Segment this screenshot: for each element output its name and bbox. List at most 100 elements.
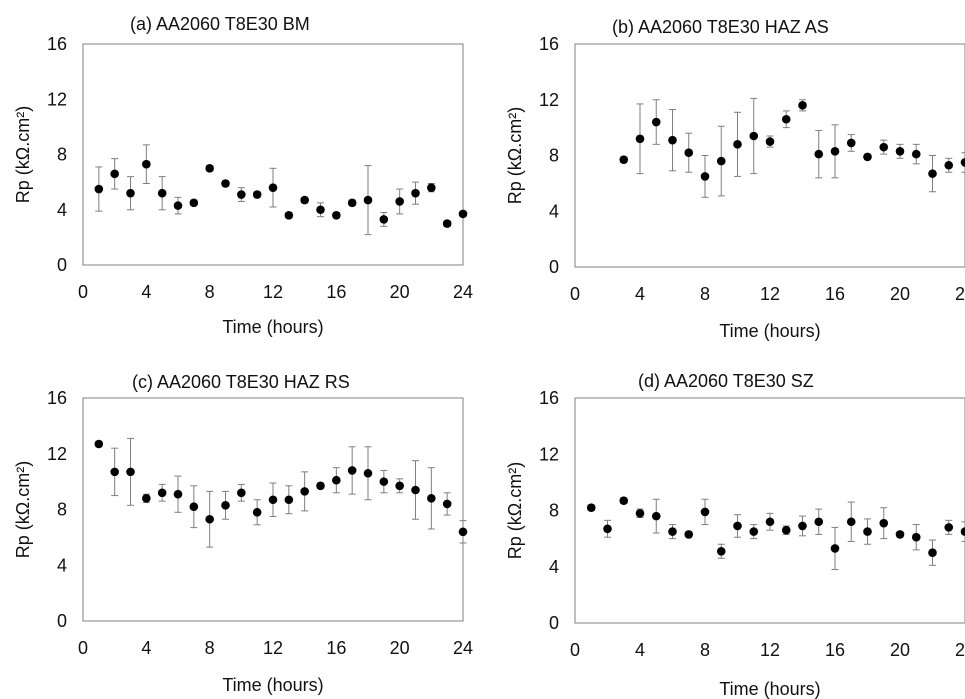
- panel-sz-data-point: [781, 525, 791, 535]
- panel-bm-xtick-label: 8: [205, 282, 215, 302]
- panel-bm-data-point: [189, 198, 199, 208]
- panel-haz-rs-data-point: [205, 514, 214, 524]
- panel-sz-x-axis-label: Time (hours): [719, 679, 820, 699]
- panel-sz-plot-area: [574, 397, 965, 624]
- panel-haz-rs-ytick-label: 16: [47, 388, 67, 408]
- panel-haz-rs-xtick-label: 8: [205, 638, 215, 658]
- panel-haz-rs-data-point: [189, 502, 199, 512]
- panel-haz-rs-data-point: [427, 494, 436, 503]
- panel-haz-as-data-point: [733, 140, 742, 149]
- panel-bm-xtick-label: 16: [326, 282, 346, 302]
- panel-sz-xtick-label: 20: [890, 640, 910, 660]
- panel-bm-data-point: [221, 179, 230, 188]
- panel-sz-data-point: [716, 546, 726, 556]
- panel-haz-rs-data-point: [157, 488, 167, 498]
- panel-haz-as-data-point: [668, 135, 677, 145]
- panel-haz-as-data-point: [928, 169, 937, 178]
- panel-haz-rs-data-point: [300, 487, 309, 496]
- panel-sz-ytick-label: 8: [549, 501, 559, 521]
- panel-sz-xtick-label: 12: [760, 640, 780, 660]
- panel-haz-rs-xtick-label: 12: [263, 638, 283, 658]
- panel-haz-as: (b) AA2060 T8E30 HAZ AS 0 4 8 12 16 0 4 8 12 16 20 2…: [505, 17, 965, 341]
- panel-haz-rs-data-point: [395, 481, 404, 491]
- panel-haz-rs-ytick-label: 8: [57, 500, 67, 520]
- panel-haz-rs-data-point: [411, 485, 420, 495]
- panel-haz-rs-data-point: [458, 527, 468, 537]
- panel-sz-data-point: [684, 530, 694, 539]
- panel-bm-data-point: [442, 219, 452, 228]
- panel-bm-data-point: [157, 188, 167, 198]
- panel-bm-ytick-label: 0: [57, 255, 67, 275]
- panel-haz-as-data-point: [716, 156, 726, 166]
- panel-sz-data-point: [960, 527, 965, 536]
- panel-sz-data-point: [846, 517, 856, 527]
- panel-sz-data-point: [619, 496, 629, 505]
- panel-haz-rs-data-point: [252, 507, 262, 517]
- panel-bm-data-point: [300, 195, 309, 205]
- panel-bm-data-point: [94, 184, 104, 194]
- panel-bm-data-point: [205, 164, 214, 173]
- panel-haz-as-data-point: [635, 134, 645, 144]
- panel-sz-data-point: [911, 532, 921, 542]
- panel-haz-rs-data-point: [316, 481, 325, 491]
- panel-haz-as-data-point: [846, 138, 856, 148]
- panel-sz-data-point: [798, 521, 807, 531]
- panel-haz-rs-xtick-label: 24: [453, 638, 473, 658]
- panel-haz-rs-xtick-label: 0: [78, 638, 88, 658]
- panel-haz-as-data-point: [863, 152, 872, 162]
- panel-sz-data-point: [863, 527, 872, 536]
- panel-haz-as-y-axis-label: Rp (kΩ.cm²): [505, 107, 525, 204]
- panel-sz-data-point: [651, 511, 661, 521]
- panel-sz-title: (d) AA2060 T8E30 SZ: [638, 371, 814, 391]
- panel-haz-rs-data-point: [221, 501, 230, 510]
- panel-sz-data-point: [944, 523, 954, 532]
- panel-haz-rs-data-point: [332, 475, 341, 485]
- panel-haz-as-data-point: [765, 137, 775, 146]
- panel-haz-rs-data-point: [347, 466, 357, 475]
- panel-sz-xtick-label: 0: [570, 640, 580, 660]
- panel-bm-data-point: [332, 210, 341, 220]
- panel-sz-data-point: [895, 530, 905, 539]
- panel-bm-ytick-label: 16: [47, 34, 67, 54]
- panel-haz-as-xtick-label: 12: [760, 284, 780, 304]
- panel-sz-data-point: [603, 524, 612, 534]
- panel-bm-data-point: [458, 209, 468, 219]
- panel-haz-as-ytick-label: 8: [549, 146, 559, 166]
- panel-haz-rs-xtick-label: 16: [326, 638, 346, 658]
- panel-sz-y-axis-label: Rp (kΩ.cm²): [505, 462, 525, 559]
- panel-sz-ytick-label: 0: [549, 613, 559, 633]
- panel-haz-rs-data-point: [173, 489, 183, 499]
- panel-bm-data-point: [379, 215, 389, 224]
- panel-bm-xtick-label: 4: [141, 282, 151, 302]
- panel-haz-rs-plot-area: [82, 397, 464, 622]
- panel-haz-rs-ytick-label: 4: [57, 555, 67, 575]
- panel-haz-rs-y-axis-label: Rp (kΩ.cm²): [13, 461, 33, 558]
- panel-bm-y-axis-label: Rp (kΩ.cm²): [13, 106, 33, 203]
- panel-bm-data-point: [142, 159, 151, 169]
- panel-sz-data-point: [814, 517, 824, 527]
- panel-haz-rs-title: (c) AA2060 T8E30 HAZ RS: [132, 372, 350, 392]
- panel-haz-rs-xtick-label: 4: [141, 638, 151, 658]
- panel-bm-x-axis-label: Time (hours): [222, 317, 323, 337]
- panel-sz-data-point: [733, 521, 742, 531]
- panel-haz-as-xtick-label: 16: [825, 284, 845, 304]
- panel-haz-as-data-point: [700, 172, 710, 181]
- panel-sz-xtick-label: 16: [825, 640, 845, 660]
- panel-bm-data-point: [363, 195, 373, 205]
- panel-haz-rs-data-point: [379, 477, 389, 486]
- panel-haz-rs: (c) AA2060 T8E30 HAZ RS 0 4 8 12 16 0 4 8 12 16 20 2…: [13, 372, 473, 695]
- panel-haz-as-xtick-label: 20: [890, 284, 910, 304]
- panel-sz-data-point: [765, 517, 775, 527]
- panel-sz-data-point: [928, 548, 937, 557]
- panel-bm-data-point: [411, 188, 420, 198]
- panel-sz-ytick-label: 16: [539, 388, 559, 408]
- panel-bm-plot-area: [82, 43, 464, 266]
- panel-haz-rs-data-point: [110, 467, 119, 477]
- panel-haz-as-data-point: [895, 147, 905, 156]
- panel-haz-as-data-point: [651, 117, 661, 127]
- panel-bm-data-point: [126, 188, 135, 198]
- panel-bm-ytick-label: 12: [47, 89, 67, 109]
- panel-sz-xtick-label: 4: [635, 640, 645, 660]
- panel-bm-xtick-label: 24: [453, 282, 473, 302]
- panel-bm-data-point: [237, 190, 246, 199]
